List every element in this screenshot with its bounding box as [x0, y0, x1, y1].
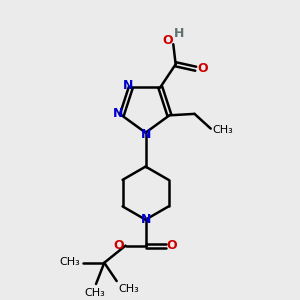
- Text: O: O: [163, 34, 173, 47]
- Text: N: N: [123, 79, 134, 92]
- Text: H: H: [174, 26, 184, 40]
- Text: N: N: [140, 213, 151, 226]
- Text: N: N: [140, 128, 151, 141]
- Text: O: O: [114, 239, 124, 252]
- Text: O: O: [197, 62, 208, 75]
- Text: CH₃: CH₃: [213, 125, 233, 135]
- Text: N: N: [113, 107, 123, 120]
- Text: CH₃: CH₃: [85, 288, 105, 298]
- Text: CH₃: CH₃: [119, 284, 140, 294]
- Text: O: O: [167, 239, 177, 252]
- Text: CH₃: CH₃: [60, 257, 80, 267]
